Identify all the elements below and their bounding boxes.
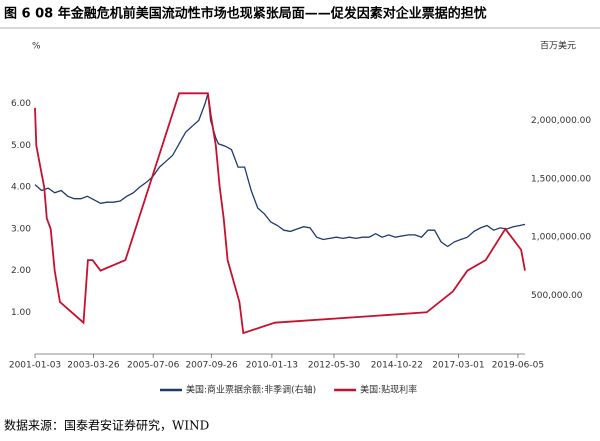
x-tick-label: 2005-07-06 xyxy=(127,361,180,371)
y2-tick-label: 500,000.00 xyxy=(531,291,583,301)
chart-title: 图 6 08 年金融危机前美国流动性市场也现紧张局面——促发因素对企业票据的担忧 xyxy=(4,6,487,22)
source-note: 数据来源：国泰君安证券研究，WIND xyxy=(4,418,209,433)
y-axis-unit: % xyxy=(32,42,41,52)
y-tick-label: 3.00 xyxy=(11,224,31,234)
y-tick-label: 6.00 xyxy=(11,99,31,109)
y-tick-label: 1.00 xyxy=(11,308,31,318)
y2-tick-label: 2,000,000.00 xyxy=(531,116,591,126)
x-tick-label: 2012-05-30 xyxy=(308,361,361,371)
y2-tick-label: 1,500,000.00 xyxy=(531,174,591,184)
legend-label: 美国:商业票据余额:非季调(右轴) xyxy=(186,384,316,396)
y-tick-label: 4.00 xyxy=(11,183,31,193)
x-tick-label: 2019-06-05 xyxy=(492,361,544,371)
x-tick-label: 2010-01-13 xyxy=(246,361,298,371)
y2-axis-unit: 百万美元 xyxy=(540,40,576,52)
y-tick-label: 5.00 xyxy=(11,141,31,151)
x-tick-label: 2003-03-26 xyxy=(67,361,120,371)
x-tick-label: 2017-03-01 xyxy=(432,361,484,371)
x-tick-label: 2014-10-22 xyxy=(371,361,423,371)
x-tick-label: 2007-09-26 xyxy=(185,361,238,371)
y2-tick-label: 1,000,000.00 xyxy=(531,233,591,243)
series-line xyxy=(34,92,526,335)
x-tick-label: 2001-01-03 xyxy=(9,361,61,371)
y-tick-label: 2.00 xyxy=(11,266,31,276)
legend-label: 美国:贴现利率 xyxy=(360,384,417,396)
series-line xyxy=(34,93,526,248)
